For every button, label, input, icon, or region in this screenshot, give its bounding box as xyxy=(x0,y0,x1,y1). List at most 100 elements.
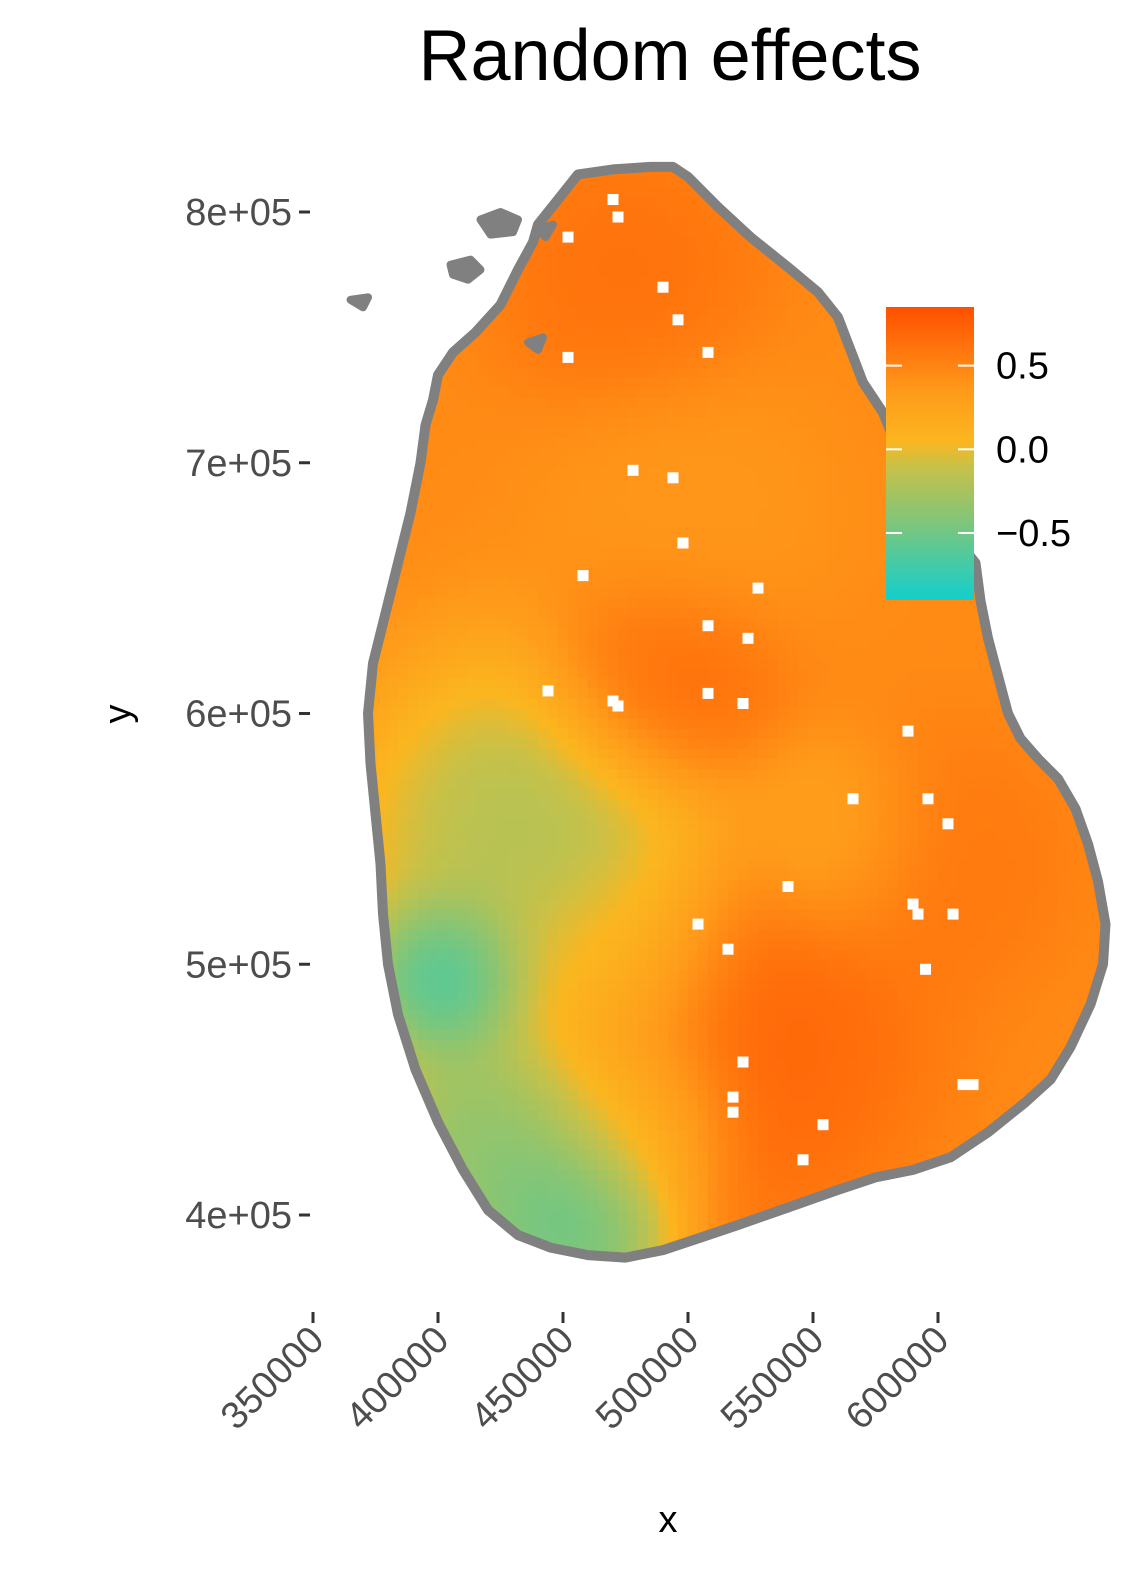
heatmap-cell xyxy=(607,327,619,338)
heatmap-cell xyxy=(557,868,569,880)
heatmap-cell xyxy=(677,1009,689,1020)
heatmap-cell xyxy=(437,999,449,1010)
heatmap-cell xyxy=(797,898,809,910)
heatmap-cell xyxy=(387,427,399,438)
heatmap-cell xyxy=(547,838,559,850)
heatmap-cell xyxy=(747,547,759,559)
heatmap-cell xyxy=(607,728,619,739)
heatmap-cell xyxy=(587,427,599,438)
heatmap-cell xyxy=(787,557,799,569)
heatmap-cell xyxy=(617,587,629,599)
heatmap-cell xyxy=(527,798,539,810)
heatmap-cell xyxy=(787,236,799,248)
heatmap-cell xyxy=(607,1179,619,1191)
heatmap-cell xyxy=(447,527,459,539)
heatmap-cell xyxy=(797,1179,809,1191)
heatmap-cell xyxy=(677,979,689,990)
heatmap-cell xyxy=(597,286,609,298)
heatmap-cell xyxy=(497,1209,509,1221)
heatmap-cell xyxy=(657,1109,669,1120)
heatmap-cell xyxy=(547,908,559,920)
heatmap-cell xyxy=(787,457,799,468)
heatmap-cell xyxy=(517,166,529,168)
heatmap-cell xyxy=(377,798,389,810)
heatmap-cell xyxy=(647,276,659,288)
heatmap-cell xyxy=(677,577,689,589)
heatmap-cell xyxy=(528,1260,539,1271)
heatmap-cell xyxy=(717,668,729,679)
heatmap-cell xyxy=(377,527,389,539)
heatmap-cell xyxy=(597,387,609,398)
heatmap-cell xyxy=(587,397,599,408)
heatmap-cell xyxy=(717,1059,729,1070)
heatmap-cell xyxy=(767,507,779,519)
heatmap-cell xyxy=(537,407,549,418)
heatmap-cell xyxy=(767,317,779,328)
heatmap-cell xyxy=(757,1069,769,1080)
heatmap-cell xyxy=(787,166,799,178)
heatmap-cell xyxy=(727,778,739,789)
heatmap-cell xyxy=(557,999,569,1010)
heatmap-cell xyxy=(527,838,539,850)
heatmap-cell xyxy=(797,427,809,438)
heatmap-cell xyxy=(777,989,789,1000)
heatmap-cell xyxy=(757,307,769,318)
heatmap-cell xyxy=(707,327,719,338)
heatmap-cell xyxy=(757,527,769,539)
heatmap-cell xyxy=(667,196,679,208)
heatmap-cell xyxy=(797,808,809,820)
heatmap-cell xyxy=(607,1199,619,1211)
heatmap-cell xyxy=(797,979,809,990)
heatmap-cell xyxy=(757,487,769,499)
heatmap-cell xyxy=(637,357,649,368)
heatmap-cell xyxy=(787,948,799,960)
heatmap-cell xyxy=(368,547,369,559)
heatmap-cell xyxy=(477,517,489,529)
heatmap-cell xyxy=(697,547,709,559)
heatmap-cell xyxy=(417,918,429,930)
heatmap-cell xyxy=(677,1089,689,1100)
heatmap-cell xyxy=(707,1119,719,1130)
heatmap-cell xyxy=(377,577,389,589)
heatmap-cell xyxy=(657,407,669,418)
heatmap-cell xyxy=(747,1119,759,1130)
heatmap-cell xyxy=(437,246,449,258)
heatmap-cell xyxy=(627,427,639,438)
heatmap-cell xyxy=(447,407,459,418)
heatmap-cell xyxy=(547,638,559,649)
heatmap-cell xyxy=(647,317,659,328)
heatmap-cell xyxy=(407,648,419,659)
heatmap-cell xyxy=(707,547,719,559)
heatmap-cell xyxy=(757,1189,769,1201)
heatmap-cell xyxy=(627,1029,639,1040)
heatmap-cell xyxy=(587,1089,599,1100)
heatmap-cell xyxy=(437,307,449,318)
heatmap-cell xyxy=(487,989,499,1000)
heatmap-cell xyxy=(697,958,709,970)
heatmap-cell xyxy=(687,437,699,448)
heatmap-cell xyxy=(567,1139,579,1151)
heatmap-cell xyxy=(667,788,679,799)
heatmap-cell xyxy=(417,236,429,248)
heatmap-cell xyxy=(607,517,619,529)
heatmap-cell xyxy=(637,658,649,669)
heatmap-cell xyxy=(777,226,789,238)
heatmap-cell xyxy=(727,1149,739,1161)
heatmap-cell xyxy=(657,377,669,388)
heatmap-cell xyxy=(657,617,669,629)
heatmap-cell xyxy=(777,407,789,418)
heatmap-cell xyxy=(627,1169,639,1181)
heatmap-cell xyxy=(427,487,439,499)
heatmap-cell xyxy=(517,547,529,559)
heatmap-cell xyxy=(677,597,689,609)
heatmap-cell xyxy=(527,377,539,388)
heatmap-cell xyxy=(487,507,499,519)
heatmap-cell xyxy=(747,317,759,328)
heatmap-cell xyxy=(497,708,509,719)
heatmap-cell xyxy=(667,497,679,509)
heatmap-cell xyxy=(377,758,389,769)
heatmap-cell xyxy=(477,1039,489,1050)
heatmap-cell xyxy=(627,808,639,820)
heatmap-cell xyxy=(797,327,809,338)
heatmap-cell xyxy=(767,948,779,960)
